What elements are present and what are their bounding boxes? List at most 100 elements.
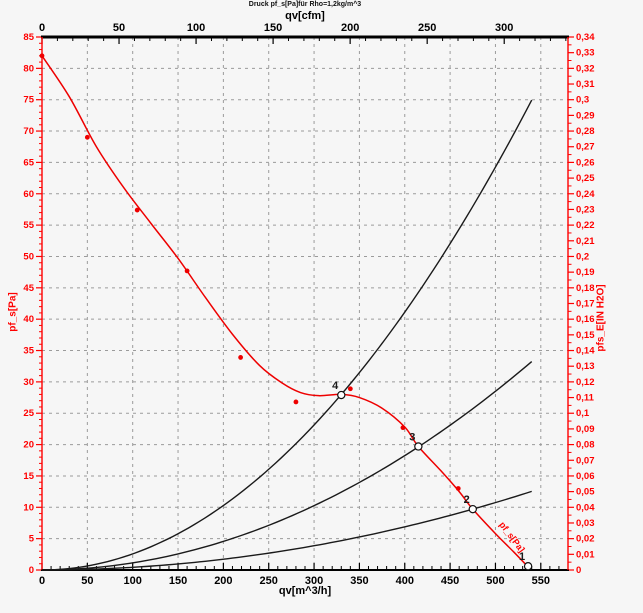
- right-axis-label: 0,17: [576, 299, 595, 310]
- gridlines: [42, 37, 568, 570]
- left-axis-label: 45: [23, 283, 34, 294]
- left-axis-label: 35: [23, 346, 34, 357]
- system-curve-b: [41, 361, 533, 571]
- right-axis-label: 0,29: [576, 110, 595, 121]
- operating-point-marker: [468, 504, 477, 514]
- right-axis-title: pfs_E[IN H2O]: [595, 284, 607, 352]
- right-axis-label: 0,03: [576, 518, 595, 529]
- right-axis-label: 0,22: [576, 220, 595, 231]
- top-axis: 0 50 100 150 200 250 300: [39, 22, 567, 44]
- right-axis-label: 0,13: [576, 361, 595, 372]
- right-axis-label: 0,34: [576, 32, 595, 43]
- operating-point-marker: [337, 390, 346, 400]
- bottom-axis-label: 50: [81, 575, 93, 587]
- left-axis-label: 25: [23, 408, 34, 419]
- system-curve-a: [41, 99, 533, 571]
- bottom-axis-label: 250: [260, 575, 278, 587]
- left-axis-label: 15: [23, 471, 34, 482]
- right-axis-label: 0,25: [576, 173, 595, 184]
- bottom-axis-label: 450: [441, 575, 459, 587]
- bottom-axis-label: 350: [350, 575, 368, 587]
- right-axis-label: 0,07: [576, 455, 595, 466]
- left-axis-label: 30: [23, 377, 34, 388]
- left-axis: 0 5 10 15 20 25 30 35 40 45 50 55 60 65 70 75 80 85: [23, 32, 42, 576]
- left-axis-label: 80: [23, 63, 34, 74]
- data-point: [238, 355, 244, 360]
- operating-point-marker: [523, 562, 533, 571]
- top-axis-label: 100: [187, 22, 205, 34]
- bottom-axis-label: 0: [39, 575, 45, 587]
- bottom-axis-label: 500: [486, 575, 504, 587]
- system-curve-c: [41, 490, 532, 571]
- operating-point-label: 1: [519, 551, 525, 563]
- data-point: [400, 425, 406, 431]
- data-point: [455, 486, 461, 491]
- left-axis-label: 75: [23, 95, 34, 106]
- data-point: [39, 53, 45, 59]
- data-point: [134, 207, 140, 213]
- fan-curve: [41, 55, 529, 568]
- left-axis-title: pf_s[Pa]: [7, 292, 19, 332]
- operating-point-label: 4: [332, 380, 339, 392]
- bottom-axis-label: 550: [532, 575, 550, 587]
- right-axis-label: 0,23: [576, 204, 595, 215]
- bottom-axis: 0 50 100 150 200 250 300 350 400 450 500 550: [39, 563, 569, 587]
- left-axis-label: 65: [23, 157, 34, 168]
- bottom-axis-label: 400: [396, 575, 414, 587]
- right-axis-label: 0,18: [576, 283, 595, 294]
- right-axis-label: 0,31: [576, 79, 595, 90]
- data-point: [347, 386, 353, 392]
- left-axis-label: 50: [23, 251, 34, 262]
- right-axis-label: 0,11: [576, 393, 595, 404]
- bottom-axis-label: 200: [214, 575, 232, 587]
- left-axis-label: 70: [23, 126, 34, 137]
- data-point: [293, 399, 299, 405]
- right-axis-label: 0,19: [576, 267, 595, 278]
- bottom-axis-label: 150: [169, 575, 187, 587]
- top-axis-title: qv[cfm]: [285, 10, 325, 22]
- top-axis-label: 200: [341, 22, 359, 34]
- top-axis-label: 250: [418, 22, 436, 34]
- right-axis-label: 0,08: [576, 440, 595, 451]
- operating-point-label: 3: [409, 431, 415, 443]
- right-axis-label: 0,06: [576, 471, 595, 482]
- left-axis-label: 85: [23, 32, 34, 43]
- bottom-axis-label: 300: [305, 575, 323, 587]
- left-axis-label: 60: [23, 189, 34, 200]
- right-axis-label: 0,26: [576, 157, 595, 168]
- top-axis-label: 0: [39, 22, 45, 34]
- top-axis-label: 50: [113, 22, 125, 34]
- right-axis-label: 0,15: [576, 330, 595, 341]
- left-axis-label: 40: [23, 314, 34, 325]
- right-axis-label: 0,01: [576, 549, 595, 560]
- right-axis-label: 0,16: [576, 314, 595, 325]
- right-axis-label: 0,28: [576, 126, 595, 137]
- right-axis-label: 0,24: [576, 189, 595, 200]
- left-axis-label: 55: [23, 220, 34, 231]
- right-axis-label: 0,32: [576, 63, 595, 74]
- fan-pressure-curve: [41, 55, 529, 568]
- right-axis-label: 0,02: [576, 534, 595, 545]
- data-point: [184, 268, 190, 274]
- right-axis-label: 0: [576, 565, 581, 576]
- right-axis: 0 0,01 0,02 0,03 0,04 0,05 0,06 0,07 0,08 0,09 0,1…: [568, 32, 595, 576]
- right-axis-label: 0,3: [576, 95, 589, 106]
- right-axis-label: 0,21: [576, 236, 595, 247]
- right-axis-label: 0,27: [576, 142, 595, 153]
- right-axis-label: 0,05: [576, 487, 595, 498]
- right-axis-label: 0,1: [576, 408, 590, 419]
- right-axis-label: 0,33: [576, 48, 595, 59]
- system-curves: [41, 99, 533, 571]
- right-axis-label: 0,2: [576, 251, 589, 262]
- top-axis-label: 150: [264, 22, 282, 34]
- right-axis-label: 0,12: [576, 377, 595, 388]
- right-axis-label: 0,14: [576, 346, 595, 357]
- chart-title: Druck pf_s[Pa]für Rho=1,2kg/m^3: [248, 1, 362, 8]
- left-axis-label: 0: [29, 565, 34, 576]
- left-axis-label: 10: [23, 502, 34, 513]
- right-axis-label: 0,04: [576, 502, 595, 513]
- operating-point-label: 2: [464, 494, 470, 506]
- top-axis-label: 300: [495, 22, 513, 34]
